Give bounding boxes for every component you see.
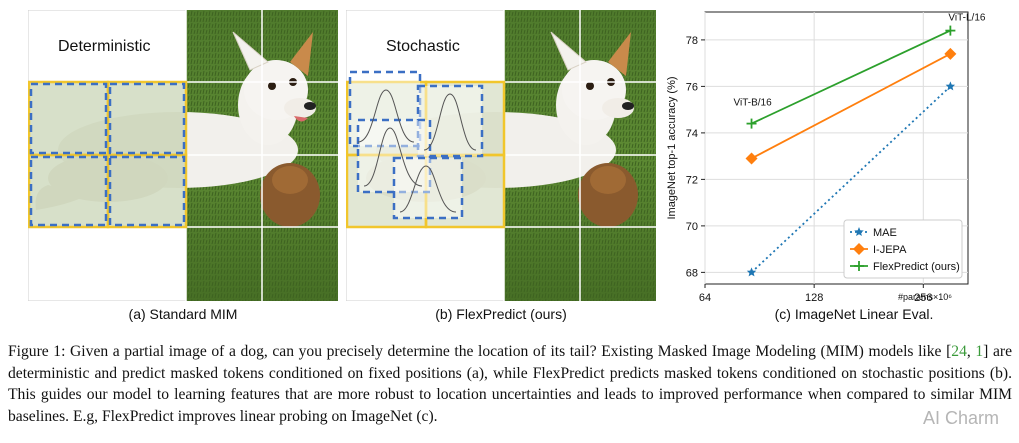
legend-label-flexpredict-ours: FlexPredict (ours): [873, 261, 960, 273]
y-axis-label: ImageNet top-1 accuracy (%): [666, 76, 678, 219]
data-point-i-jepa: [944, 47, 957, 60]
x-tick-label: 64: [699, 292, 711, 304]
figure-label: Figure 1:: [8, 343, 66, 360]
legend-marker-mae: [854, 227, 864, 236]
chart-legend: MAE I-JEPA FlexPredict (ours): [843, 219, 963, 279]
data-point-mae: [746, 267, 757, 277]
panel-a-heading: Deterministic: [58, 38, 151, 55]
annotation-vit-l16: ViT-L/16: [948, 13, 985, 24]
data-point-mae: [945, 81, 956, 91]
y-tick-label: 68: [686, 267, 698, 279]
accuracy-chart: 68 70 72 74 76 78 64 128 256 ImageNet top-1 acc…: [666, 11, 986, 304]
panel-b-caption: (b) FlexPredict (ours): [435, 306, 567, 322]
legend-marker-flexpredict-ours: [854, 261, 864, 271]
citation-link-1[interactable]: 1: [975, 343, 984, 360]
data-point-flexpredict-ours: [945, 25, 956, 36]
series-line-flexpredict-ours: [751, 29, 951, 125]
citation-link-24[interactable]: 24: [951, 343, 967, 360]
panel-linear-eval: 68 70 72 74 76 78 64 128 256 ImageNet top-1 acc…: [662, 6, 1012, 322]
panel-flexpredict: Stochastic (b) FlexPredict (ours): [345, 9, 657, 322]
panel-a-caption: (a) Standard MIM: [128, 306, 238, 322]
legend-label-mae: MAE: [873, 227, 897, 239]
x-axis-unit-label: #params×10⁶: [898, 292, 952, 302]
y-tick-label: 78: [686, 35, 698, 47]
watermark: AI Charm: [922, 408, 999, 428]
panel-standard-mim: Deterministic (a) Standard MIM: [27, 9, 339, 322]
x-tick-label: 256: [914, 292, 932, 304]
y-tick-label: 70: [686, 221, 698, 233]
annotation-vit-b16: ViT-B/16: [734, 98, 773, 109]
series-line-i-jepa: [751, 53, 951, 160]
series-line-mae: [750, 85, 951, 274]
figure-caption: Figure 1: Given a partial image of a dog…: [8, 341, 1012, 427]
panel-b-heading: Stochastic: [386, 38, 460, 55]
caption-text-part-1: Given a partial image of a dog, can you …: [70, 343, 952, 360]
dog-image-deterministic: [27, 9, 339, 302]
dog-image-stochastic: [345, 9, 657, 302]
caption-text-part-2: ] are deterministic and predict masked t…: [8, 343, 1012, 425]
data-point-i-jepa: [745, 152, 758, 165]
legend-marker-i-jepa: [853, 243, 865, 255]
panel-c-caption: (c) ImageNet Linear Eval.: [774, 306, 934, 322]
citation-separator: ,: [966, 343, 976, 360]
y-tick-label: 74: [686, 128, 698, 140]
x-tick-label: 128: [805, 292, 823, 304]
y-tick-label: 76: [686, 81, 698, 93]
legend-box: [843, 219, 963, 279]
y-tick-label: 72: [686, 174, 698, 186]
data-point-flexpredict-ours: [746, 118, 757, 129]
legend-label-i-jepa: I-JEPA: [873, 244, 907, 256]
